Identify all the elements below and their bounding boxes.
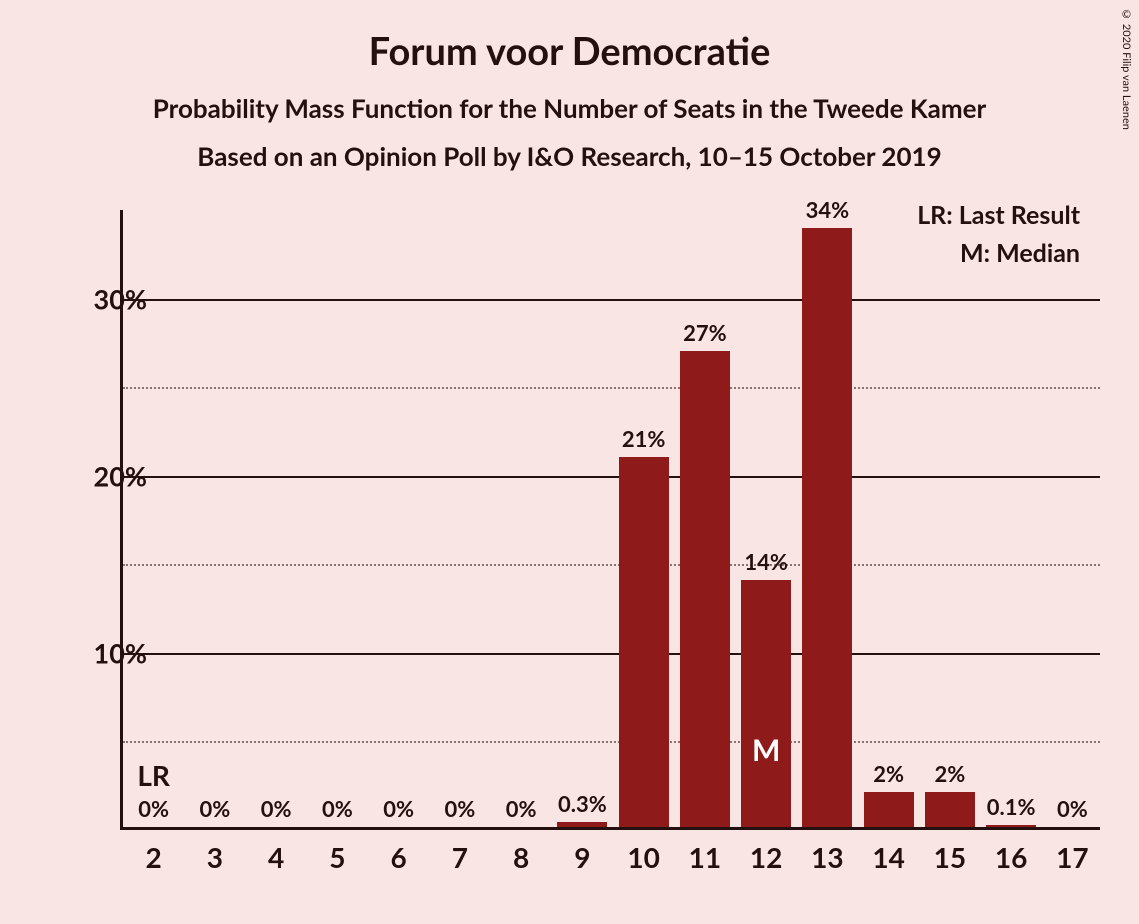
bar-value-label: 14%: [744, 548, 788, 575]
bar-value-label: 0%: [322, 795, 353, 822]
x-tick-label: 11: [689, 840, 721, 874]
y-tick-label: 20%: [94, 459, 147, 492]
x-tick-label: 8: [513, 840, 529, 874]
bar-value-label: 0%: [506, 795, 537, 822]
bar-value-label: 21%: [622, 425, 666, 452]
bar-value-label: 2%: [873, 760, 904, 787]
x-tick-label: 16: [995, 840, 1027, 874]
bar-value-label: 27%: [683, 319, 727, 346]
bar: [864, 792, 914, 827]
bar-value-label: 0%: [199, 795, 230, 822]
gridline-minor: [123, 564, 1100, 566]
gridline-minor: [123, 387, 1100, 389]
gridline-major: [123, 476, 1100, 478]
chart-area: LR: Last Result M: Median 0%2LR0%30%40%5…: [120, 210, 1100, 830]
gridline-major: [123, 299, 1100, 301]
x-axis: [120, 827, 1100, 830]
bar-value-label: 34%: [806, 196, 850, 223]
bar: [557, 822, 607, 827]
bar: [680, 351, 730, 827]
chart-title: Forum voor Democratie: [0, 0, 1139, 74]
x-tick-label: 10: [627, 840, 659, 874]
bar-value-label: 0%: [383, 795, 414, 822]
x-tick-label: 9: [574, 840, 590, 874]
x-tick-label: 3: [207, 840, 223, 874]
chart-subtitle-2: Based on an Opinion Poll by I&O Research…: [0, 124, 1139, 172]
x-tick-label: 6: [391, 840, 407, 874]
bar-value-label: 0.3%: [558, 790, 607, 817]
legend-m: M: Median: [917, 238, 1080, 268]
bar: [802, 228, 852, 827]
x-tick-label: 5: [329, 840, 345, 874]
x-tick-label: 14: [872, 840, 904, 874]
x-tick-label: 4: [268, 840, 284, 874]
gridline-minor: [123, 741, 1100, 743]
legend: LR: Last Result M: Median: [917, 200, 1080, 276]
bar-value-label: 0%: [138, 795, 169, 822]
bar-value-label: 0.1%: [987, 793, 1036, 820]
y-tick-label: 10%: [94, 636, 147, 669]
bar-value-label: 0%: [444, 795, 475, 822]
bar: [619, 457, 669, 827]
x-tick-label: 7: [452, 840, 468, 874]
lr-marker: LR: [137, 758, 170, 792]
x-tick-label: 13: [811, 840, 843, 874]
legend-lr: LR: Last Result: [917, 200, 1080, 230]
chart-subtitle-1: Probability Mass Function for the Number…: [0, 74, 1139, 124]
x-tick-label: 2: [146, 840, 162, 874]
x-tick-label: 12: [750, 840, 782, 874]
bar: [741, 580, 791, 827]
bar-value-label: 0%: [261, 795, 292, 822]
copyright-text: © 2020 Filip van Laenen: [1120, 8, 1133, 130]
y-tick-label: 30%: [94, 282, 147, 315]
x-tick-label: 15: [934, 840, 966, 874]
median-marker: M: [752, 732, 780, 768]
bar-value-label: 2%: [934, 760, 965, 787]
bar: [925, 792, 975, 827]
bar: [986, 825, 1036, 827]
bar-value-label: 0%: [1057, 795, 1088, 822]
x-tick-label: 17: [1056, 840, 1088, 874]
gridline-major: [123, 653, 1100, 655]
